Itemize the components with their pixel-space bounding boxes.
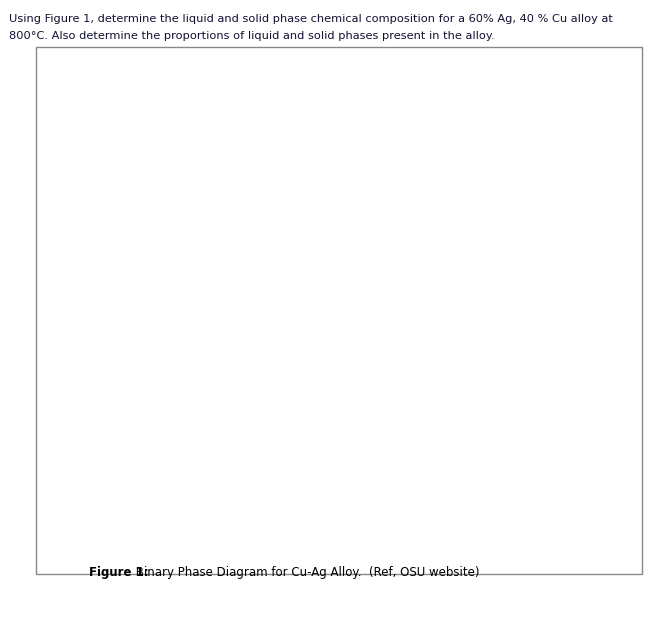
Y-axis label: Temperature (°C): Temperature (°C) xyxy=(38,250,50,358)
Text: Binary Phase Diagram for Cu-Ag Alloy.  (Ref, OSU website): Binary Phase Diagram for Cu-Ag Alloy. (R… xyxy=(132,566,479,579)
Text: $\alpha$: $\alpha$ xyxy=(95,221,105,234)
Text: Solvus: Solvus xyxy=(104,336,170,364)
Text: B: B xyxy=(110,256,118,270)
Text: $(C_{\alpha\beta})$: $(C_{\alpha\beta})$ xyxy=(113,281,138,295)
Text: 8.0: 8.0 xyxy=(117,276,133,286)
Y-axis label: Temperature (°F): Temperature (°F) xyxy=(578,251,591,357)
Text: G: G xyxy=(506,255,515,268)
Text: (Cu): (Cu) xyxy=(77,520,101,530)
Text: $(C_E)$: $(C_E)$ xyxy=(403,281,423,295)
Text: H: H xyxy=(546,477,555,490)
Text: F: F xyxy=(546,186,553,199)
Text: 779°C $(T_E)$: 779°C $(T_E)$ xyxy=(215,253,271,266)
Text: 71.9: 71.9 xyxy=(402,276,424,286)
Text: Using Figure 1, determine the liquid and solid phase chemical composition for a : Using Figure 1, determine the liquid and… xyxy=(9,14,613,24)
X-axis label: Composition (wt% Ag): Composition (wt% Ag) xyxy=(245,538,384,551)
Text: $\alpha + \beta$: $\alpha + \beta$ xyxy=(245,387,276,403)
Text: A: A xyxy=(74,134,82,147)
Text: E: E xyxy=(409,255,417,268)
Text: –Solidus: –Solidus xyxy=(122,207,192,239)
Text: Figure 1:: Figure 1: xyxy=(89,566,149,579)
Text: $\beta$: $\beta$ xyxy=(515,273,524,289)
Text: $\beta + L$: $\beta + L$ xyxy=(421,236,451,251)
Text: $(C_{\beta E})$: $(C_{\beta E})$ xyxy=(488,281,513,295)
Text: Liquid: Liquid xyxy=(297,162,332,175)
Text: –Liquidus: –Liquidus xyxy=(169,192,261,221)
Text: $\alpha + L$: $\alpha + L$ xyxy=(165,224,195,237)
Text: (Ag): (Ag) xyxy=(528,520,551,530)
Text: 800°C. Also determine the proportions of liquid and solid phases present in the : 800°C. Also determine the proportions of… xyxy=(9,31,494,41)
Text: C: C xyxy=(74,447,82,460)
Text: 91.2: 91.2 xyxy=(489,276,511,286)
